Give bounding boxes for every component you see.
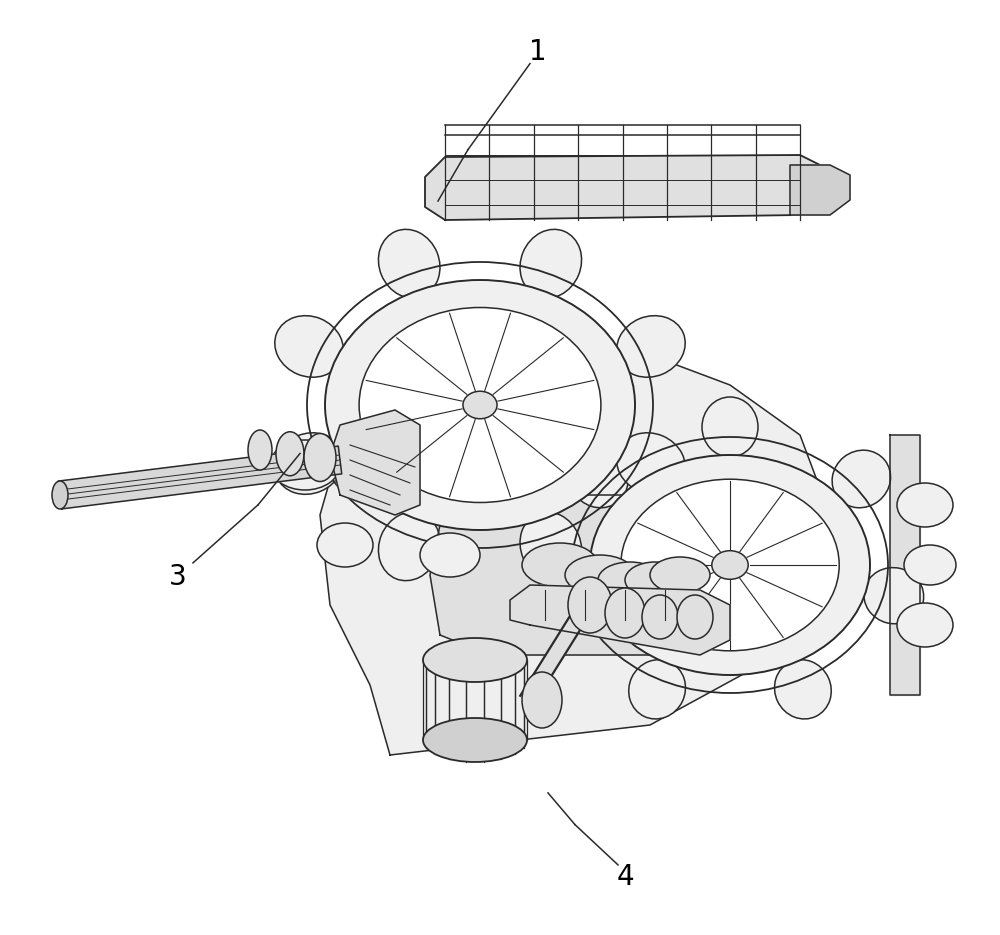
Polygon shape xyxy=(330,410,420,515)
Ellipse shape xyxy=(897,603,953,647)
Ellipse shape xyxy=(275,433,343,495)
Text: 3: 3 xyxy=(169,563,187,591)
Polygon shape xyxy=(510,585,730,655)
Ellipse shape xyxy=(522,543,598,587)
Ellipse shape xyxy=(520,229,582,298)
Ellipse shape xyxy=(276,432,304,476)
Ellipse shape xyxy=(677,595,713,639)
Ellipse shape xyxy=(420,533,480,577)
Ellipse shape xyxy=(325,280,635,530)
Ellipse shape xyxy=(378,512,440,581)
Ellipse shape xyxy=(642,595,678,639)
Ellipse shape xyxy=(629,660,685,719)
Polygon shape xyxy=(790,165,850,215)
Ellipse shape xyxy=(568,577,612,633)
Ellipse shape xyxy=(317,523,373,567)
Ellipse shape xyxy=(423,638,527,682)
Ellipse shape xyxy=(621,480,839,651)
Text: 1: 1 xyxy=(529,38,547,66)
Ellipse shape xyxy=(52,481,68,509)
Ellipse shape xyxy=(463,391,497,419)
Ellipse shape xyxy=(864,568,924,624)
Polygon shape xyxy=(425,155,820,220)
Ellipse shape xyxy=(304,434,336,482)
Ellipse shape xyxy=(565,555,635,595)
Ellipse shape xyxy=(775,660,831,719)
Ellipse shape xyxy=(359,308,601,502)
Polygon shape xyxy=(430,495,720,655)
Ellipse shape xyxy=(897,483,953,527)
Polygon shape xyxy=(890,435,920,695)
Ellipse shape xyxy=(378,229,440,298)
Polygon shape xyxy=(320,345,830,755)
Polygon shape xyxy=(520,611,587,704)
Ellipse shape xyxy=(712,551,748,580)
Text: 4: 4 xyxy=(616,863,634,891)
Ellipse shape xyxy=(569,450,628,508)
Ellipse shape xyxy=(702,397,758,457)
Ellipse shape xyxy=(832,450,891,508)
Ellipse shape xyxy=(270,440,340,490)
Ellipse shape xyxy=(605,588,645,638)
Ellipse shape xyxy=(248,430,272,470)
Ellipse shape xyxy=(598,562,662,598)
Ellipse shape xyxy=(423,718,527,762)
Ellipse shape xyxy=(536,568,596,624)
Polygon shape xyxy=(58,446,342,509)
Ellipse shape xyxy=(650,557,710,593)
Ellipse shape xyxy=(617,433,685,495)
Ellipse shape xyxy=(625,562,685,598)
Ellipse shape xyxy=(275,316,343,377)
Ellipse shape xyxy=(617,316,685,377)
Ellipse shape xyxy=(520,512,582,581)
Ellipse shape xyxy=(522,672,562,728)
Ellipse shape xyxy=(590,455,870,675)
Ellipse shape xyxy=(904,545,956,585)
